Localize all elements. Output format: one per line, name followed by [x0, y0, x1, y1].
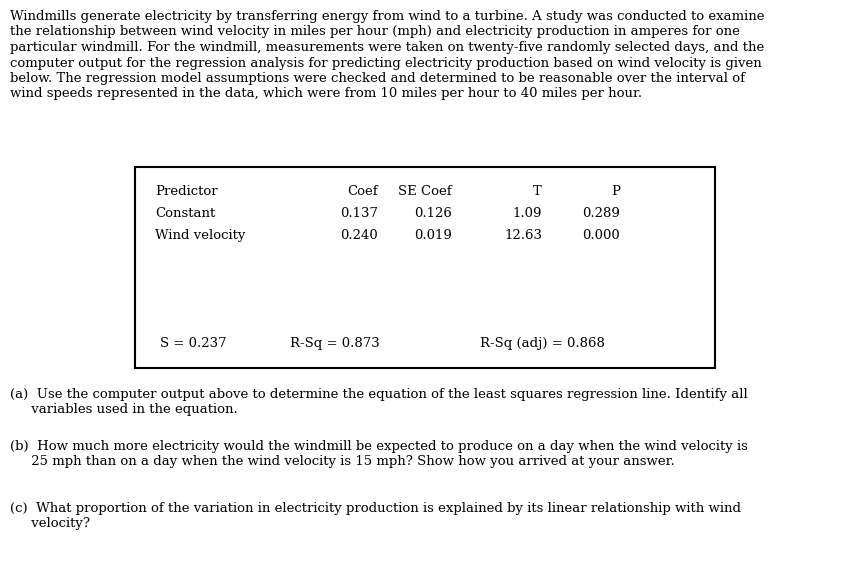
Text: 0.240: 0.240 — [340, 229, 378, 242]
Text: below. The regression model assumptions were checked and determined to be reason: below. The regression model assumptions … — [10, 72, 745, 85]
Text: (c)  What proportion of the variation in electricity production is explained by : (c) What proportion of the variation in … — [10, 502, 741, 515]
Text: particular windmill. For the windmill, measurements were taken on twenty-five ra: particular windmill. For the windmill, m… — [10, 41, 764, 54]
Text: SE Coef: SE Coef — [399, 185, 452, 198]
Text: computer output for the regression analysis for predicting electricity productio: computer output for the regression analy… — [10, 56, 762, 70]
Text: Wind velocity: Wind velocity — [155, 229, 245, 242]
Bar — [135, 167, 715, 368]
Text: wind speeds represented in the data, which were from 10 miles per hour to 40 mil: wind speeds represented in the data, whi… — [10, 87, 642, 101]
Text: R-Sq (adj) = 0.868: R-Sq (adj) = 0.868 — [480, 337, 605, 350]
Text: Coef: Coef — [348, 185, 378, 198]
Text: variables used in the equation.: variables used in the equation. — [10, 404, 238, 416]
Text: R-Sq = 0.873: R-Sq = 0.873 — [290, 337, 380, 350]
Text: 12.63: 12.63 — [504, 229, 542, 242]
Text: P: P — [611, 185, 620, 198]
Text: Constant: Constant — [155, 207, 216, 220]
Text: the relationship between wind velocity in miles per hour (mph) and electricity p: the relationship between wind velocity i… — [10, 25, 740, 39]
Text: 0.000: 0.000 — [582, 229, 620, 242]
Text: S = 0.237: S = 0.237 — [160, 337, 227, 350]
Text: velocity?: velocity? — [10, 518, 90, 531]
Text: 0.289: 0.289 — [582, 207, 620, 220]
Text: (b)  How much more electricity would the windmill be expected to produce on a da: (b) How much more electricity would the … — [10, 440, 748, 453]
Text: 1.09: 1.09 — [513, 207, 542, 220]
Text: 25 mph than on a day when the wind velocity is 15 mph? Show how you arrived at y: 25 mph than on a day when the wind veloc… — [10, 455, 675, 469]
Text: Windmills generate electricity by transferring energy from wind to a turbine. A : Windmills generate electricity by transf… — [10, 10, 764, 23]
Text: 0.137: 0.137 — [340, 207, 378, 220]
Text: 0.019: 0.019 — [414, 229, 452, 242]
Text: T: T — [533, 185, 542, 198]
Text: (a)  Use the computer output above to determine the equation of the least square: (a) Use the computer output above to det… — [10, 388, 748, 401]
Text: Predictor: Predictor — [155, 185, 217, 198]
Text: 0.126: 0.126 — [414, 207, 452, 220]
